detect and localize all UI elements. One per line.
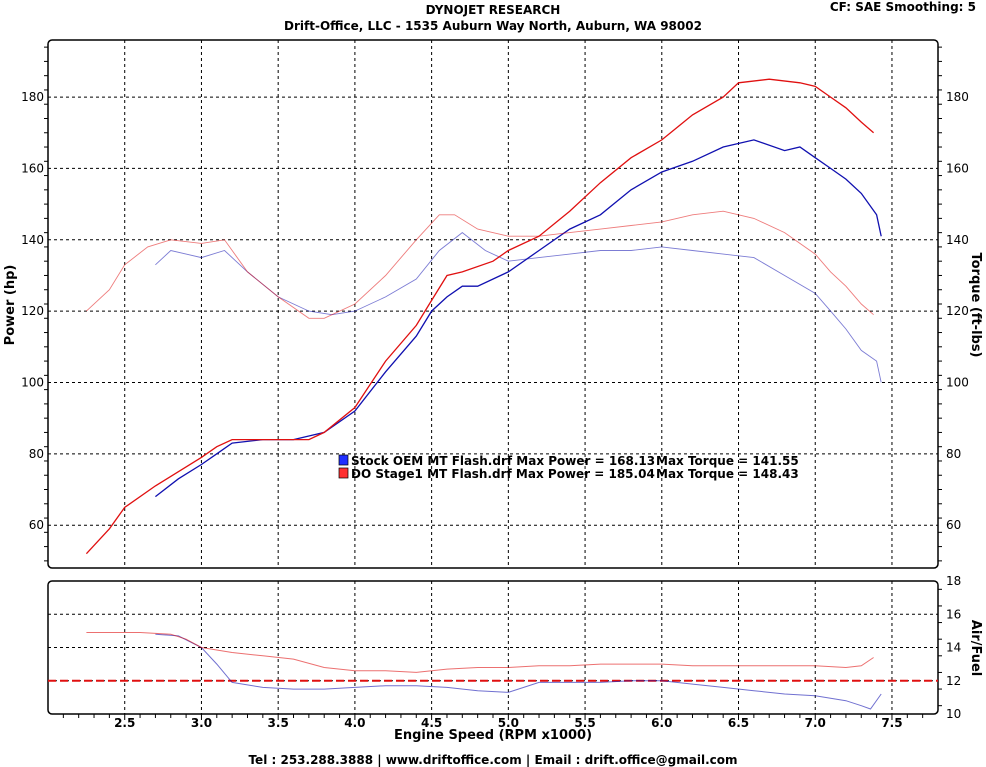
y-tick-label: 100 — [21, 375, 44, 389]
x-tick-label: 5.0 — [498, 716, 519, 730]
x-tick-label: 3.0 — [191, 716, 212, 730]
y2-axis-title: Torque (ft-lbs) — [968, 252, 983, 357]
y-tick-label: 140 — [21, 233, 44, 247]
afr-axis-title: Air/Fuel — [968, 620, 983, 676]
afr-tick-label: 16 — [946, 607, 961, 621]
x-tick-label: 4.5 — [421, 716, 442, 730]
x-tick-label: 7.0 — [805, 716, 826, 730]
legend-entry-text: Stock OEM MT Flash.drf Max Power = 168.1… — [351, 454, 655, 468]
chart-subtitle: Drift-Office, LLC - 1535 Auburn Way Nort… — [284, 19, 702, 33]
x-tick-label: 6.0 — [651, 716, 672, 730]
x-tick-label: 4.0 — [344, 716, 365, 730]
x-tick-label: 5.5 — [574, 716, 595, 730]
y-tick-label: 160 — [21, 161, 44, 175]
y2-tick-label: 100 — [946, 375, 969, 389]
x-tick-label: 7.5 — [881, 716, 902, 730]
stage1-afr-line — [86, 632, 874, 673]
y-axis-title: Power (hp) — [3, 265, 18, 346]
chart-title: DYNOJET RESEARCH — [425, 3, 561, 17]
afr-tick-label: 10 — [946, 707, 961, 721]
stage1-torque-line — [86, 210, 874, 319]
stage1-power-line — [85, 78, 875, 555]
afr-tick-label: 18 — [946, 574, 961, 588]
legend: Stock OEM MT Flash.drf Max Power = 168.1… — [338, 454, 799, 481]
x-tick-label: 2.5 — [114, 716, 135, 730]
y2-tick-label: 120 — [946, 304, 969, 318]
afr-tick-label: 12 — [946, 674, 961, 688]
plot-frame — [47, 39, 939, 569]
legend-swatch — [338, 467, 349, 479]
legend-entry-torque: Max Torque = 141.55 — [656, 454, 799, 468]
legend-swatch — [338, 454, 349, 466]
y-tick-label: 80 — [29, 447, 44, 461]
correction-factor-label: CF: SAE Smoothing: 5 — [829, 0, 976, 14]
legend-entry-torque: Max Torque = 148.43 — [656, 467, 799, 481]
x-axis-title: Engine Speed (RPM x1000) — [394, 728, 592, 743]
y2-tick-label: 60 — [946, 518, 961, 532]
y-tick-label: 60 — [29, 518, 44, 532]
legend-entry-text: DO Stage1 MT Flash.drf Max Power = 185.0… — [351, 467, 655, 481]
power-torque-panel: 60 60 80 80 100 100 120 120 140 140 160 160 180 180 — [21, 39, 969, 569]
y2-tick-label: 160 — [946, 161, 969, 175]
x-tick-label: 3.5 — [268, 716, 289, 730]
y-tick-label: 120 — [21, 304, 44, 318]
y2-tick-label: 140 — [946, 233, 969, 247]
footer-contact: Tel : 253.288.3888 | www.driftoffice.com… — [248, 753, 737, 767]
afr-tick-label: 14 — [946, 641, 961, 655]
stock-afr-line — [155, 633, 882, 710]
y-tick-label: 180 — [21, 90, 44, 104]
y2-tick-label: 80 — [946, 447, 961, 461]
y2-tick-label: 180 — [946, 90, 969, 104]
air-fuel-panel: 10 12 14 16 18 2.5 3.0 3.5 4.0 4.5 5.0 5.5 6.0 6.5 7.0… — [47, 574, 961, 730]
x-tick-label: 6.5 — [728, 716, 749, 730]
